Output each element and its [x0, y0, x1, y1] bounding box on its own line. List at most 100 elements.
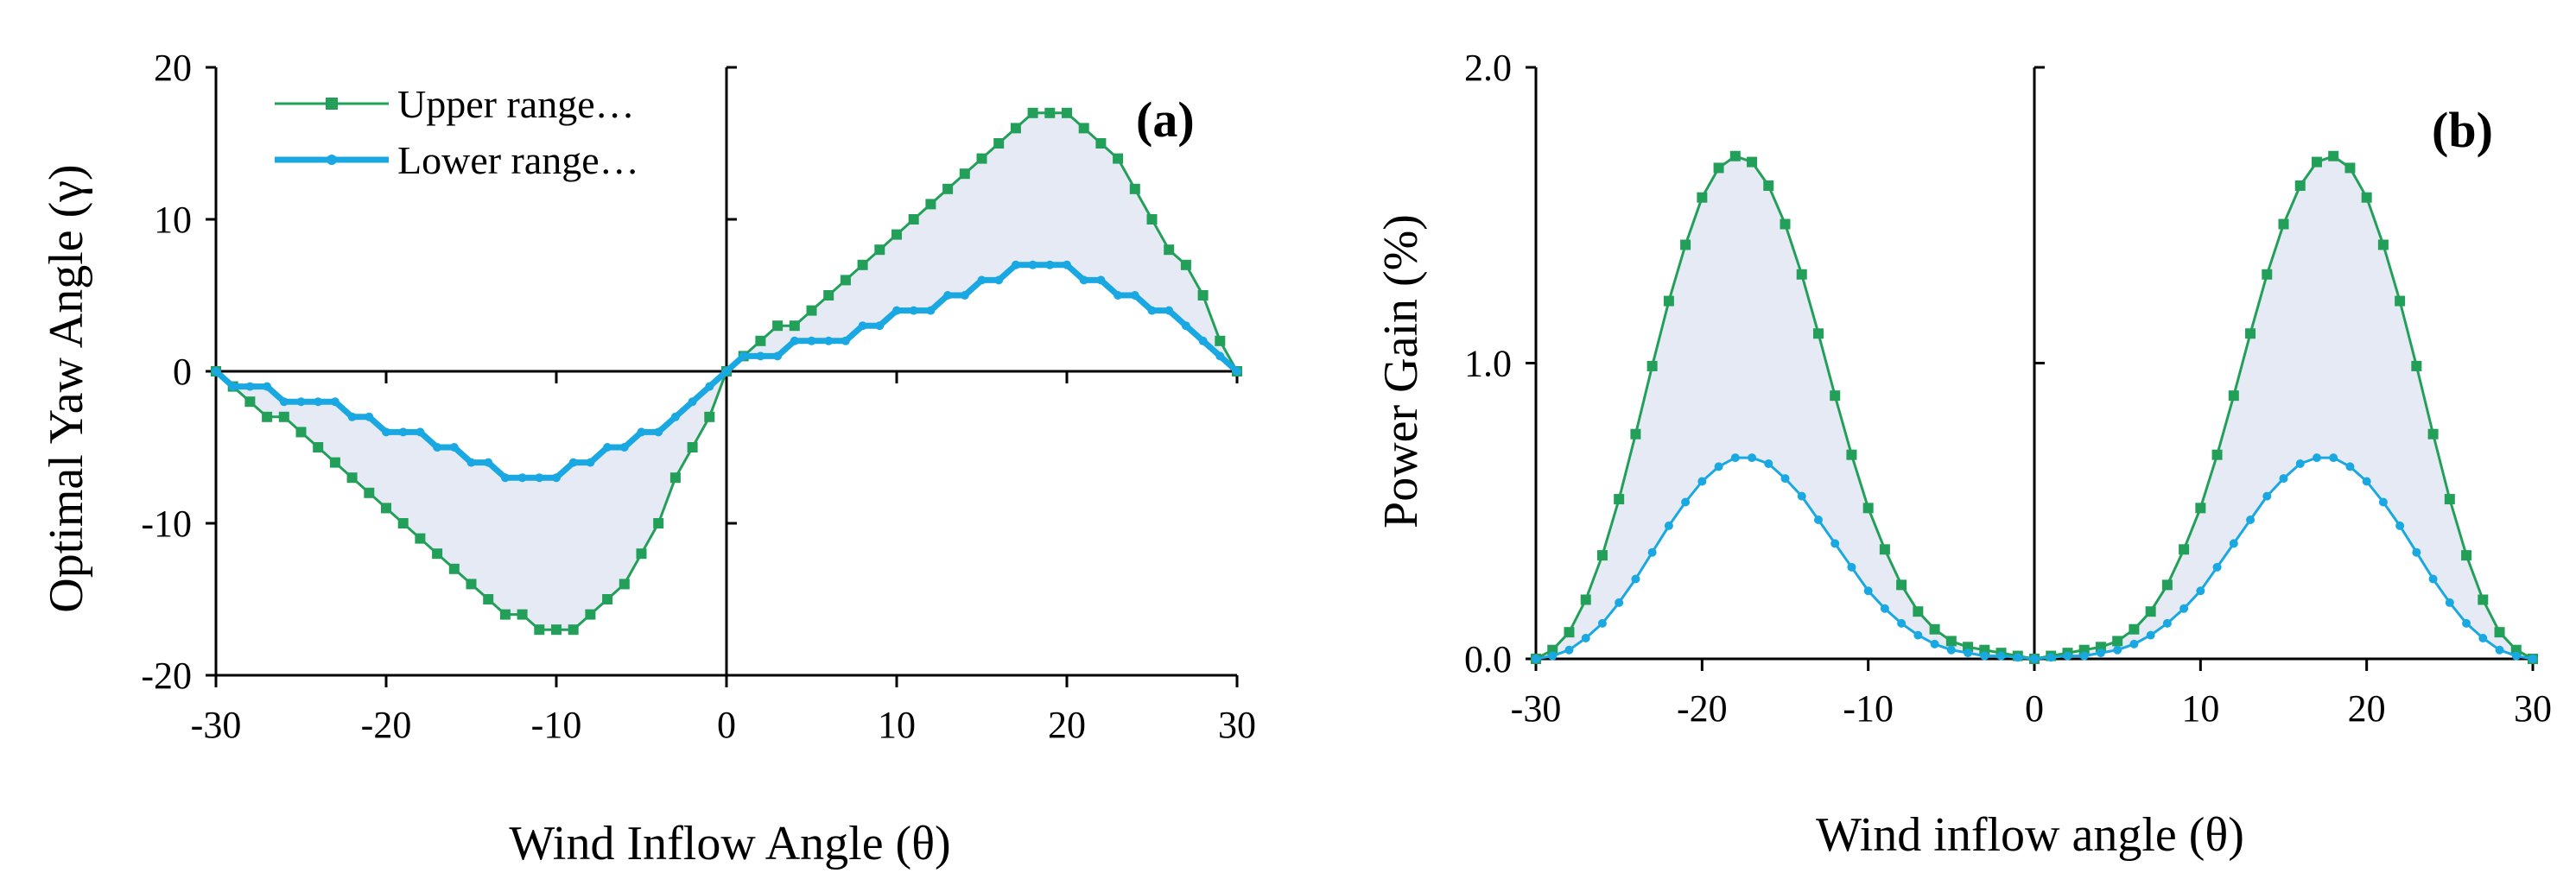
- a-legend: Upper range… Lower range…: [275, 82, 639, 182]
- a-lower-point: [466, 458, 476, 467]
- b-lower-point: [1946, 645, 1956, 655]
- b-lower-point: [1681, 497, 1691, 507]
- a-lower-point: [228, 382, 238, 391]
- b-lower-point: [2428, 574, 2438, 584]
- b-lower-point: [2146, 630, 2155, 640]
- b-lower-point: [2412, 547, 2421, 557]
- a-upper-point: [823, 290, 834, 300]
- b-lower-point: [2295, 459, 2305, 468]
- b-upper-point: [2377, 239, 2389, 250]
- a-lower-point: [807, 336, 816, 345]
- b-upper-point: [1630, 428, 1641, 440]
- a-lower-point: [1147, 306, 1157, 315]
- a-lower-point: [875, 321, 885, 331]
- a-y-tick-label: -10: [141, 503, 192, 545]
- a-lower-point: [1130, 291, 1139, 300]
- b-lower-point: [1980, 651, 1989, 661]
- b-upper-point: [2494, 627, 2505, 638]
- b-upper-point: [1564, 627, 1575, 638]
- a-lower-point: [1181, 321, 1190, 331]
- b-lower-point: [1730, 453, 1740, 463]
- a-lower-point: [960, 291, 969, 300]
- a-x-tick-label: 20: [1048, 704, 1086, 746]
- a-y-tick-label: 20: [154, 47, 192, 89]
- a-lower-point: [790, 336, 799, 345]
- b-upper-point: [1713, 162, 1724, 174]
- b-upper-point: [2461, 550, 2472, 561]
- b-lower-point: [1548, 651, 1558, 661]
- a-lower-point: [705, 382, 714, 391]
- a-upper-point: [499, 609, 511, 620]
- b-lower-point: [2378, 497, 2388, 507]
- a-x-tick-label: 0: [717, 704, 736, 746]
- b-upper-point: [1763, 180, 1774, 191]
- a-upper-point: [789, 320, 800, 332]
- b-lower-point: [2528, 655, 2537, 663]
- a-upper-point: [857, 259, 868, 270]
- b-lower-point: [1913, 630, 1923, 640]
- b-upper-point: [2179, 544, 2190, 555]
- b-lower-point: [2445, 598, 2454, 607]
- b-lower-point: [1647, 547, 1657, 557]
- b-upper-point: [2344, 162, 2356, 174]
- b-upper-point: [2278, 218, 2289, 230]
- a-upper-point: [278, 411, 289, 422]
- b-upper-point: [1580, 594, 1591, 605]
- legend-upper-label: Upper range…: [397, 82, 635, 126]
- b-lower-point: [1780, 474, 1790, 484]
- b-upper-point: [2361, 192, 2372, 203]
- b-lower-point: [1880, 604, 1889, 613]
- b-lower-point: [1964, 648, 1973, 658]
- a-lower-point: [756, 351, 765, 361]
- a-y-axis-title: Optimal Yaw Angle (γ): [40, 164, 93, 612]
- b-upper-point: [2195, 503, 2206, 514]
- a-lower-point: [994, 275, 1004, 285]
- a-lower-point: [841, 336, 850, 345]
- b-lower-point: [1764, 459, 1773, 468]
- b-upper-point: [1830, 390, 1841, 402]
- a-lower-point: [314, 397, 323, 407]
- a-upper-point: [244, 396, 256, 408]
- b-upper-point: [2427, 428, 2439, 440]
- a-upper-point: [262, 411, 273, 422]
- a-y-tick-label: 0: [173, 351, 192, 393]
- a-upper-point: [1044, 107, 1056, 118]
- b-lower-point: [2162, 618, 2172, 628]
- b-lower-point: [1564, 645, 1574, 655]
- a-lower-point: [619, 443, 629, 452]
- b-band-area: [1536, 155, 2533, 660]
- a-upper-point: [1113, 153, 1124, 164]
- b-upper-point: [1646, 360, 1658, 371]
- b-upper-point: [1862, 503, 1874, 514]
- a-lower-point: [212, 367, 220, 376]
- panel-b-power-gain-chart: 2.0 1.0 0.0 -30 -20 -10 0 10 20 30 (b) Wind inflo…: [1374, 47, 2552, 862]
- b-x-tick-label: 20: [2348, 687, 2386, 730]
- b-upper-point: [2478, 594, 2489, 605]
- b-y-axis-title: Power Gain (%): [1374, 214, 1428, 528]
- a-lower-point: [1045, 260, 1055, 269]
- a-x-tick-label: 30: [1218, 704, 1256, 746]
- b-upper-point: [2311, 156, 2322, 168]
- a-lower-point: [858, 321, 867, 331]
- legend-upper-marker: [326, 98, 338, 110]
- b-lower-point: [2212, 562, 2222, 572]
- a-lower-point: [433, 443, 442, 452]
- a-lower-point: [586, 458, 595, 467]
- b-y-tick-label: 0.0: [1464, 638, 1512, 680]
- a-upper-point: [364, 487, 375, 498]
- b-upper-point: [1697, 192, 1708, 203]
- b-y-tick-label: 2.0: [1464, 47, 1512, 89]
- a-upper-point: [1129, 183, 1140, 194]
- a-upper-point: [551, 624, 562, 636]
- a-series: [211, 107, 1242, 636]
- b-range-band: [1536, 155, 2533, 660]
- a-x-axis-title: Wind Inflow Angle (θ): [509, 817, 950, 870]
- a-upper-point: [415, 533, 426, 544]
- a-upper-point: [840, 275, 851, 286]
- b-lower-point: [1797, 491, 1806, 501]
- b-axes: 2.0 1.0 0.0 -30 -20 -10 0 10 20 30: [1464, 47, 2552, 730]
- a-upper-point: [1078, 123, 1089, 134]
- b-lower-point: [2478, 634, 2488, 643]
- a-lower-point: [245, 382, 255, 391]
